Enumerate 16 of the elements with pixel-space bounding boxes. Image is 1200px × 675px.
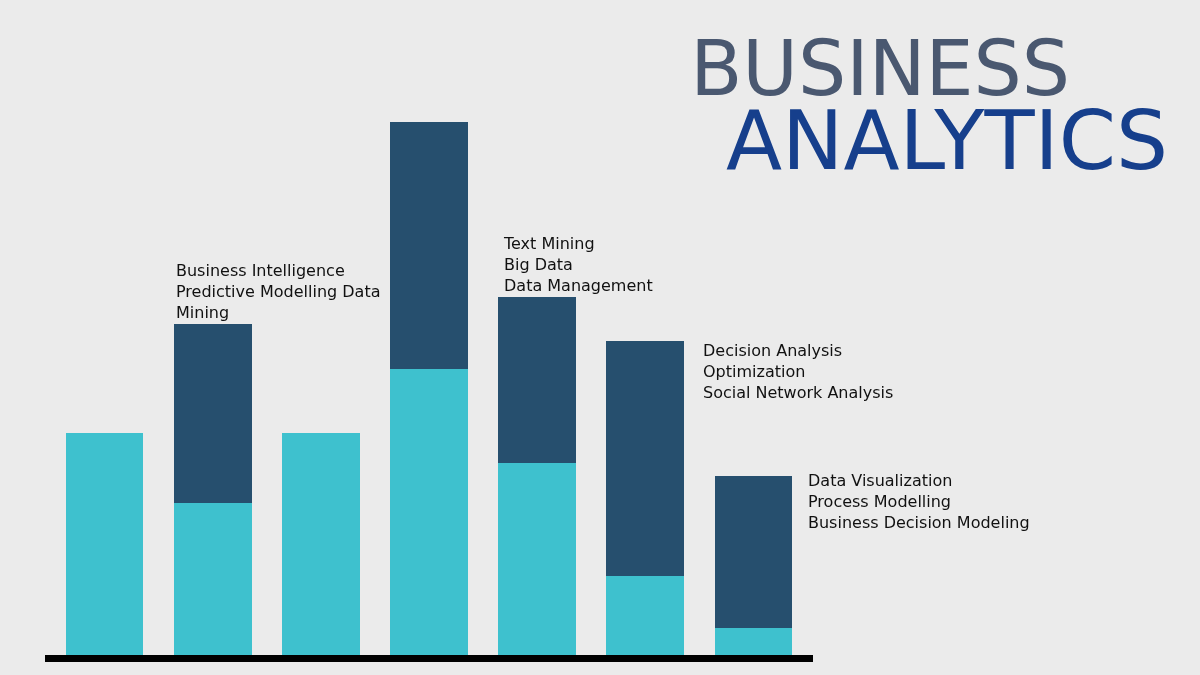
bar <box>173 324 252 504</box>
bar <box>65 433 144 655</box>
bar <box>606 341 685 576</box>
annotation: Decision Analysis Optimization Social Network Analysis <box>703 341 894 402</box>
bar <box>714 476 793 628</box>
bar <box>390 122 468 369</box>
bar <box>498 297 577 463</box>
bar <box>281 433 360 655</box>
bar <box>606 575 685 655</box>
bar <box>714 627 793 655</box>
annotation: Business Intelligence Predictive Modelling Data Mining <box>176 261 381 322</box>
text: Data Visualization Process Modelling Business Decision Modeling <box>808 471 1030 532</box>
bar <box>498 462 577 655</box>
bar <box>173 503 252 655</box>
bar <box>390 368 468 655</box>
annotation: Text Mining Big Data Data Management <box>503 234 653 295</box>
